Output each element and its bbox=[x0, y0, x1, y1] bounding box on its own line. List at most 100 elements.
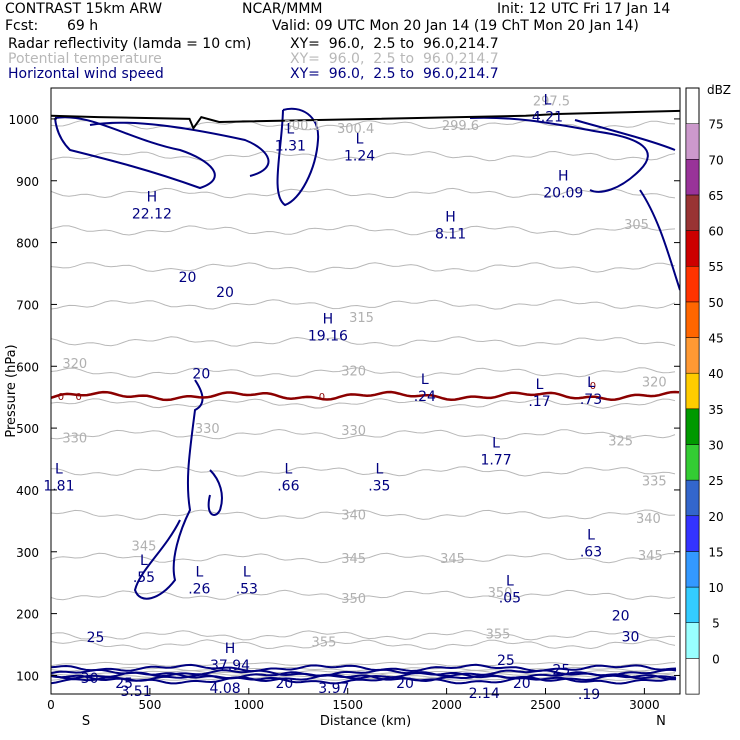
x-tick-label: 1500 bbox=[332, 698, 363, 712]
theta-label: 297.5 bbox=[533, 94, 570, 109]
extremum-value: .19 bbox=[578, 687, 600, 703]
y-tick-label: 1000 bbox=[8, 113, 39, 127]
north-label: N bbox=[656, 714, 666, 729]
theta-label: 330 bbox=[195, 422, 220, 437]
chart-title: CONTRAST 15km ARW bbox=[5, 1, 163, 17]
theta-contour bbox=[51, 661, 676, 667]
x-tick-label: 3000 bbox=[629, 698, 660, 712]
fcst-label: Fcst: bbox=[5, 18, 39, 34]
theta-contour bbox=[51, 552, 676, 564]
theta-label: 355 bbox=[312, 635, 337, 650]
theta-label: 340 bbox=[341, 509, 366, 524]
colorbar-label: 65 bbox=[708, 189, 723, 203]
init-label: Init: 12 UTC Fri 17 Jan 14 bbox=[497, 1, 671, 17]
colorbar-swatch bbox=[685, 123, 700, 160]
center-label: NCAR/MMM bbox=[242, 1, 323, 17]
wind-contour bbox=[574, 119, 676, 151]
extremum-value: .73 bbox=[580, 392, 602, 408]
wind-label: 20 bbox=[396, 676, 414, 692]
wind-label: 20 bbox=[192, 367, 210, 383]
extremum-high-marker: H bbox=[558, 169, 569, 185]
y-tick-label: 500 bbox=[16, 422, 39, 436]
fcst-value: 69 h bbox=[67, 18, 99, 34]
theta-label: 305 bbox=[624, 218, 649, 233]
theta-label: 340 bbox=[636, 512, 661, 527]
y-tick-label: 100 bbox=[16, 669, 39, 683]
colorbar-swatch bbox=[685, 622, 700, 659]
theta-contour bbox=[51, 672, 676, 678]
extremum-value: .05 bbox=[499, 591, 521, 607]
theta-label: 320 bbox=[62, 357, 87, 372]
theta-label: 335 bbox=[642, 475, 667, 490]
y-tick-label: 600 bbox=[16, 360, 39, 374]
extremum-value: 20.09 bbox=[543, 186, 583, 202]
wind-label: 25 bbox=[497, 653, 515, 669]
extremum-value: 19.16 bbox=[308, 328, 348, 344]
colorbar-label: 45 bbox=[708, 332, 723, 346]
theta-label: 330 bbox=[341, 424, 366, 439]
theta-label: 315 bbox=[349, 311, 374, 326]
extremum-value: .26 bbox=[188, 581, 210, 597]
extremum-low-marker: L bbox=[140, 553, 148, 569]
extremum-low-marker: L bbox=[286, 122, 294, 138]
theta-label: 320 bbox=[642, 376, 667, 391]
theta-contour bbox=[51, 630, 676, 641]
wind-contour bbox=[207, 469, 223, 516]
theta-contour bbox=[51, 666, 676, 672]
south-label: S bbox=[82, 714, 90, 729]
x-tick-label: 1000 bbox=[234, 698, 265, 712]
colorbar-swatch bbox=[685, 159, 700, 196]
y-tick-label: 800 bbox=[16, 237, 39, 251]
extremum-low-marker: L bbox=[195, 564, 203, 580]
colorbar-swatch bbox=[685, 372, 700, 410]
theta-label: 330 bbox=[62, 431, 87, 446]
colorbar-swatch bbox=[685, 337, 700, 374]
extremum-high-marker: H bbox=[147, 190, 158, 206]
colorbar-label: 50 bbox=[708, 296, 723, 310]
theta-contour bbox=[51, 119, 676, 131]
wind-label: 20 bbox=[513, 676, 531, 692]
colorbar-label: 55 bbox=[708, 260, 723, 274]
extremum-low-marker: L bbox=[284, 462, 292, 478]
theta-label: 345 bbox=[440, 552, 465, 567]
colorbar-swatch bbox=[685, 658, 700, 695]
extremum-value: 4.21 bbox=[532, 110, 563, 126]
colorbar-swatch bbox=[685, 230, 700, 267]
extremum-low-marker: L bbox=[243, 564, 251, 580]
field-name-reflectivity: Radar reflectivity (lamda = 10 cm) bbox=[8, 36, 252, 52]
y-tick-label: 400 bbox=[16, 484, 39, 498]
wind-label: 20 bbox=[275, 676, 293, 692]
plot-frame bbox=[50, 87, 681, 695]
x-tick-label: 2000 bbox=[431, 698, 462, 712]
theta-label: 300.4 bbox=[337, 122, 374, 137]
wind-contour bbox=[469, 116, 649, 193]
extremum-value: 3.51 bbox=[120, 684, 151, 700]
theta-contour bbox=[51, 150, 676, 162]
freezing-level-label: 0 bbox=[590, 381, 596, 392]
theta-contour bbox=[51, 367, 676, 378]
extremum-low-marker: L bbox=[421, 372, 429, 388]
field-xy-theta: XY= 96.0, 2.5 to 96.0,214.7 bbox=[290, 51, 499, 67]
colorbar-swatch bbox=[685, 408, 700, 445]
wind-contour bbox=[54, 116, 216, 190]
freezing-level-label: 0 bbox=[58, 392, 64, 403]
extremum-value: .63 bbox=[580, 544, 602, 560]
colorbar-label: 70 bbox=[708, 153, 723, 167]
theta-contour bbox=[51, 398, 676, 409]
extremum-high-marker: H bbox=[445, 209, 456, 225]
extremum-value: 1.77 bbox=[480, 453, 511, 469]
extremum-value: 1.81 bbox=[43, 479, 74, 495]
theta-label: 350 bbox=[341, 592, 366, 607]
theta-label: 300.1 bbox=[284, 119, 321, 134]
theta-label: 345 bbox=[638, 549, 663, 564]
terrain-line bbox=[51, 109, 680, 131]
x-tick-label: 2500 bbox=[530, 698, 561, 712]
theta-label: 350 bbox=[488, 586, 513, 601]
extremum-value: 8.11 bbox=[435, 226, 466, 242]
theta-contour bbox=[51, 299, 676, 310]
y-tick-label: 200 bbox=[16, 608, 39, 622]
wind-label: 25 bbox=[87, 630, 105, 646]
colorbar-label: 25 bbox=[708, 474, 723, 488]
